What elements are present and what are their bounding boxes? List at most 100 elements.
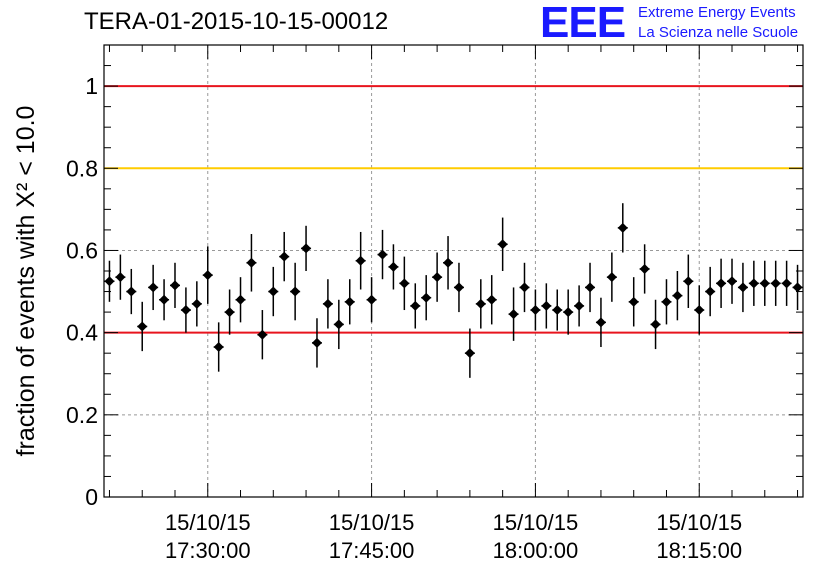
- marker: [770, 278, 781, 289]
- marker: [563, 307, 574, 318]
- logo-line-2: La Scienza nelle Scuole: [638, 24, 799, 41]
- marker: [464, 348, 475, 359]
- data-point: [541, 283, 552, 329]
- marker: [290, 286, 301, 297]
- marker: [322, 298, 333, 309]
- data-point: [792, 264, 803, 311]
- marker: [595, 317, 606, 328]
- data-point: [224, 289, 235, 335]
- marker: [530, 305, 541, 316]
- data-point: [617, 203, 628, 253]
- marker: [104, 276, 115, 287]
- marker: [574, 300, 585, 311]
- marker: [606, 272, 617, 283]
- marker: [213, 342, 224, 353]
- data-point: [191, 281, 202, 327]
- data-point: [355, 231, 366, 290]
- data-point: [552, 289, 563, 331]
- data-point: [169, 262, 180, 308]
- data-point: [781, 260, 792, 306]
- marker: [508, 309, 519, 320]
- marker: [115, 272, 126, 283]
- data-point: [694, 285, 705, 335]
- y-tick-label: 0.8: [66, 155, 98, 181]
- data-point: [530, 289, 541, 331]
- marker: [180, 305, 191, 316]
- y-tick-label: 1: [85, 73, 98, 99]
- data-point: [301, 225, 312, 271]
- data-point: [290, 262, 301, 321]
- reference-lines: [104, 85, 803, 334]
- data-point: [464, 328, 475, 378]
- data-point: [727, 258, 738, 304]
- data-point: [716, 258, 727, 308]
- marker: [443, 257, 454, 268]
- marker: [552, 305, 563, 316]
- data-point: [148, 264, 159, 311]
- data-point: [344, 279, 355, 325]
- logo-line-1: Extreme Energy Events: [638, 4, 796, 21]
- data-point: [705, 266, 716, 317]
- marker: [672, 290, 683, 301]
- marker: [191, 298, 202, 309]
- marker: [453, 282, 464, 293]
- x-tick-time-label: 17:45:00: [329, 538, 415, 563]
- marker: [585, 282, 596, 293]
- x-tick-date-label: 15/10/15: [493, 510, 579, 535]
- marker: [333, 319, 344, 330]
- y-tick-label: 0.2: [66, 402, 98, 428]
- y-tick-label: 0.4: [66, 320, 98, 346]
- x-tick-time-label: 17:30:00: [165, 538, 251, 563]
- data-point: [486, 275, 497, 325]
- data-point: [322, 279, 333, 329]
- marker: [224, 307, 235, 318]
- marker: [486, 294, 497, 305]
- marker: [257, 329, 268, 340]
- marker: [661, 296, 672, 307]
- marker: [705, 286, 716, 297]
- eee-logo: EEE Extreme Energy Events La Scienza nel…: [540, 0, 830, 47]
- data-point: [759, 260, 770, 306]
- data-point: [508, 287, 519, 341]
- data-point: [180, 287, 191, 333]
- marker: [759, 278, 770, 289]
- x-tick-date-label: 15/10/15: [165, 510, 251, 535]
- marker: [235, 294, 246, 305]
- marker: [694, 305, 705, 316]
- data-point: [748, 260, 759, 306]
- data-point: [202, 246, 213, 304]
- data-point: [104, 260, 115, 302]
- marker: [475, 298, 486, 309]
- data-point: [137, 301, 148, 352]
- marker: [159, 294, 170, 305]
- data-point: [672, 271, 683, 321]
- marker: [344, 296, 355, 307]
- marker: [301, 243, 312, 254]
- data-point: [159, 279, 170, 321]
- marker: [737, 282, 748, 293]
- data-point: [737, 262, 748, 313]
- marker: [410, 300, 421, 311]
- marker: [628, 296, 639, 307]
- data-point: [235, 277, 246, 323]
- marker: [781, 278, 792, 289]
- marker: [148, 282, 159, 293]
- data-point: [639, 244, 650, 294]
- data-point: [366, 277, 377, 323]
- data-point: [574, 285, 585, 327]
- data-point: [650, 299, 661, 350]
- data-point: [421, 275, 432, 321]
- marker: [169, 280, 180, 291]
- data-point: [606, 252, 617, 302]
- marker: [137, 321, 148, 332]
- marker: [311, 337, 322, 348]
- y-axis-label: fraction of events with X² < 10.0: [12, 106, 40, 457]
- chart-title: TERA-01-2015-10-15-00012: [84, 8, 389, 35]
- marker: [421, 292, 432, 303]
- marker: [792, 282, 803, 293]
- data-point: [410, 283, 421, 329]
- marker: [355, 255, 366, 266]
- data-point: [453, 262, 464, 313]
- marker: [716, 278, 727, 289]
